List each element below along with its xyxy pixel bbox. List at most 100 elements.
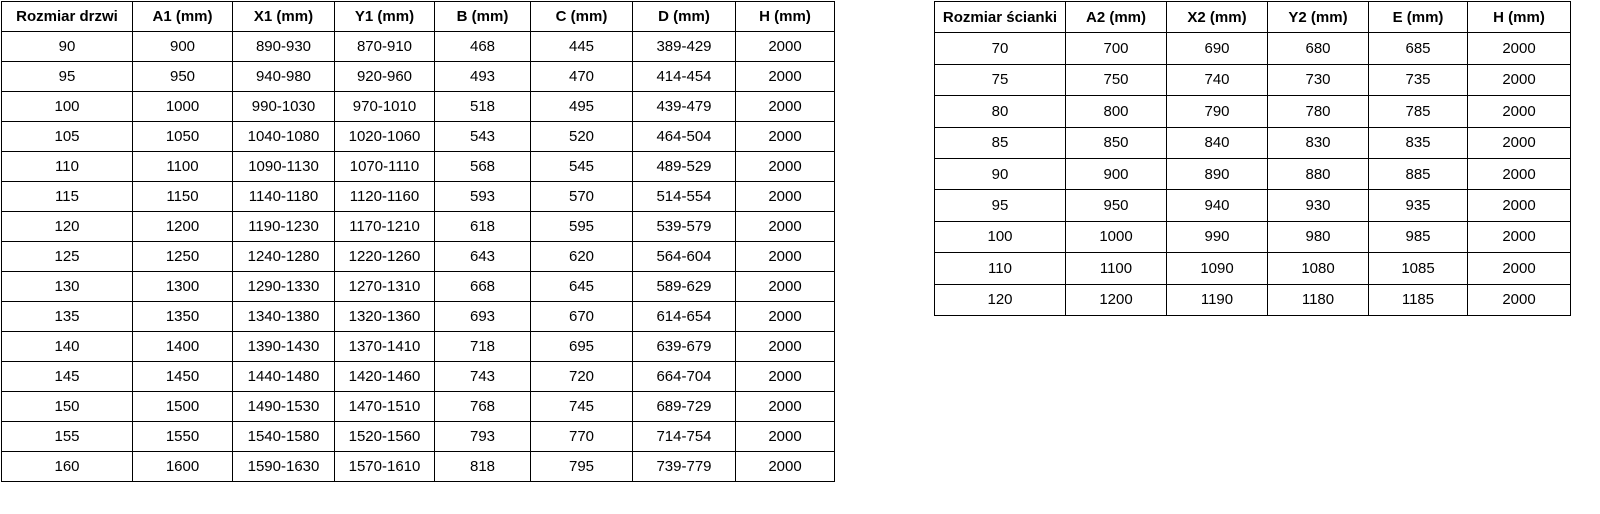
table-cell: 2000 [735,361,835,392]
table-cell: 664-704 [632,361,736,392]
table-cell: 1185 [1368,283,1468,316]
table-cell: 695 [530,331,633,362]
table-cell: 990 [1166,220,1268,254]
table-cell: 2000 [1467,220,1571,254]
table-row: 140 1400 1390-1430 1370-1410 718 695 639-679 20… [1,331,835,362]
table-row: 150 1500 1490-1530 1470-1510 768 745 689-729 20… [1,391,835,422]
table-cell: 940-980 [232,61,335,92]
table-cell: 2000 [735,391,835,422]
table-cell: 495 [530,91,633,122]
table-cell: 685 [1368,32,1468,65]
table-cell: 950 [132,61,233,92]
table-cell: 2000 [735,271,835,302]
table-cell: 1520-1560 [334,421,435,452]
table-cell: 1020-1060 [334,121,435,152]
table-cell: 1080 [1267,252,1369,285]
table-cell: 1190 [1166,283,1268,316]
table-cell: 1500 [132,391,233,422]
table-cell: 1200 [1065,283,1167,316]
table-cell: 1000 [132,91,233,122]
table-cell: 489-529 [632,151,736,182]
table-row: 120 1200 1190-1230 1170-1210 618 595 539-579 20… [1,211,835,242]
table-row: 115 1150 1140-1180 1120-1160 593 570 514-554 20… [1,181,835,212]
table-cell: 514-554 [632,181,736,212]
table-cell: 2000 [735,121,835,152]
table-cell: 2000 [735,151,835,182]
table-cell: 850 [1065,126,1167,159]
column-header: Y1 (mm) [334,1,435,32]
table-cell: 770 [530,421,633,452]
table-cell: 570 [530,181,633,212]
table-row: 100 1000 990 980 985 2000 [934,220,1571,254]
table-cell: 880 [1267,157,1369,191]
table-cell: 1320-1360 [334,301,435,332]
table-cell: 145 [1,361,133,392]
table-row: 85 850 840 830 835 2000 [934,126,1571,159]
table-cell: 2000 [1467,32,1571,65]
table-row: 110 1100 1090 1080 1085 2000 [934,252,1571,285]
table-cell: 543 [434,121,531,152]
table-row: 130 1300 1290-1330 1270-1310 668 645 589-629 20… [1,271,835,302]
door-sizes-table: Rozmiar drzwi A1 (mm) X1 (mm) Y1 (mm) B (mm)… [1,1,835,482]
table-cell: 800 [1065,95,1167,128]
table-cell: 593 [434,181,531,212]
table-cell: 1040-1080 [232,121,335,152]
table-cell: 730 [1267,63,1369,97]
table-cell: 545 [530,151,633,182]
table-cell: 110 [934,252,1066,285]
table-cell: 539-579 [632,211,736,242]
table-row: 125 1250 1240-1280 1220-1260 643 620 564-604 20… [1,241,835,272]
table-cell: 120 [1,211,133,242]
table-cell: 75 [934,63,1066,97]
table-cell: 115 [1,181,133,212]
table-row: 105 1050 1040-1080 1020-1060 543 520 464-504 20… [1,121,835,152]
table-cell: 414-454 [632,61,736,92]
table-cell: 1090-1130 [232,151,335,182]
column-header: A1 (mm) [132,1,233,32]
table-cell: 100 [934,220,1066,254]
table-cell: 564-604 [632,241,736,272]
table-cell: 639-679 [632,331,736,362]
table-cell: 2000 [1467,252,1571,285]
table-cell: 110 [1,151,133,182]
table-cell: 1100 [132,151,233,182]
table-cell: 885 [1368,157,1468,191]
table-cell: 785 [1368,95,1468,128]
table-cell: 1050 [132,121,233,152]
table-cell: 793 [434,421,531,452]
table-row: 90 900 890 880 885 2000 [934,157,1571,191]
table-cell: 85 [934,126,1066,159]
table-cell: 1180 [1267,283,1369,316]
table-cell: 439-479 [632,91,736,122]
wall-table-header-row: Rozmiar ścianki A2 (mm) X2 (mm) Y2 (mm) E (m… [934,0,1571,34]
table-cell: 135 [1,301,133,332]
table-cell: 155 [1,421,133,452]
table-cell: 1440-1480 [232,361,335,392]
table-row: 80 800 790 780 785 2000 [934,95,1571,128]
door-table-body: 90 900 890-930 870-910 468 445 389-429 2000 95 95… [1,31,835,482]
table-cell: 100 [1,91,133,122]
table-cell: 718 [434,331,531,362]
table-cell: 745 [530,391,633,422]
table-cell: 739-779 [632,451,736,482]
table-cell: 1100 [1065,252,1167,285]
table-cell: 890-930 [232,31,335,62]
table-row: 160 1600 1590-1630 1570-1610 818 795 739-779 20… [1,451,835,482]
table-cell: 900 [132,31,233,62]
table-cell: 614-654 [632,301,736,332]
table-cell: 643 [434,241,531,272]
table-row: 155 1550 1540-1580 1520-1560 793 770 714-754 20… [1,421,835,452]
table-cell: 2000 [1467,63,1571,97]
table-cell: 2000 [1467,95,1571,128]
table-row: 75 750 740 730 735 2000 [934,63,1571,97]
table-cell: 940 [1166,189,1268,222]
table-cell: 160 [1,451,133,482]
table-row: 95 950 940 930 935 2000 [934,189,1571,222]
door-table-header-row: Rozmiar drzwi A1 (mm) X1 (mm) Y1 (mm) B (mm)… [1,1,835,32]
table-cell: 930 [1267,189,1369,222]
table-cell: 680 [1267,32,1369,65]
table-cell: 920-960 [334,61,435,92]
table-cell: 1420-1460 [334,361,435,392]
table-cell: 690 [1166,32,1268,65]
